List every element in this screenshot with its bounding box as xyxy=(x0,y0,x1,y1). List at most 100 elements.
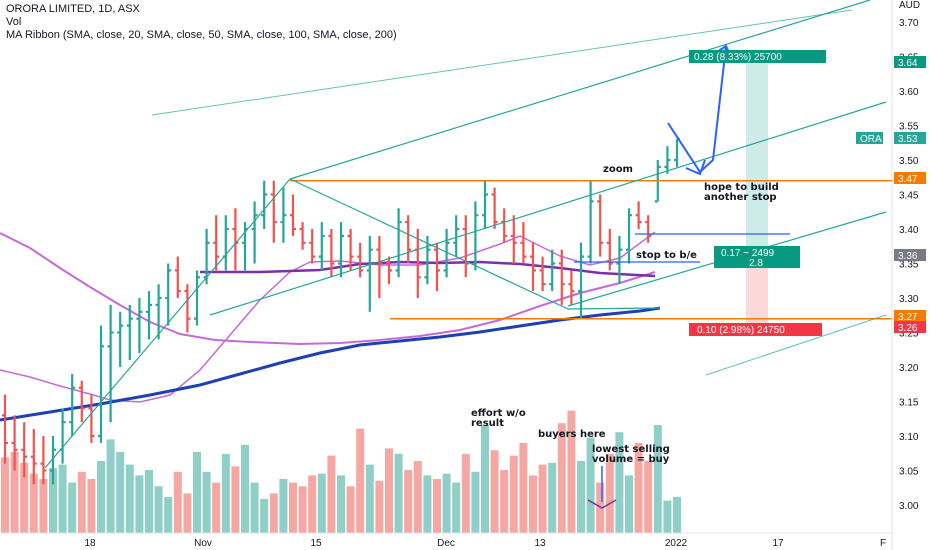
x-tick-label: Dec xyxy=(437,538,455,549)
volume-bar xyxy=(365,464,374,533)
ohlc-bar xyxy=(30,429,37,485)
x-tick-label: 17 xyxy=(772,538,784,549)
ma-200-line xyxy=(0,232,656,346)
volume-bar xyxy=(557,423,566,533)
volume-bar xyxy=(97,461,105,533)
volume-bar xyxy=(337,475,345,533)
volume-bar xyxy=(471,471,480,533)
volume-bar xyxy=(289,482,297,533)
volume-bar xyxy=(87,479,96,533)
ohlc-bar xyxy=(664,146,671,174)
entry-label-1: 0.17 ~ 2499 xyxy=(721,248,775,259)
projection-arrow xyxy=(667,45,727,174)
ohlc-bar xyxy=(453,215,460,257)
ohlc-bar xyxy=(405,215,412,264)
ohlc-bar xyxy=(347,229,354,271)
x-tick-label: 13 xyxy=(534,538,546,549)
stop-box: 0.10 (2.98%) 24750 xyxy=(689,323,822,336)
volume-bar xyxy=(279,479,288,533)
annotation-effort-1: effort w/o xyxy=(471,408,526,419)
ohlc-bar xyxy=(318,222,325,271)
svg-text:3.26: 3.26 xyxy=(898,323,918,334)
volume-bar xyxy=(106,439,115,533)
volume-bar xyxy=(125,464,134,533)
legend-ma-ribbon: MA Ribbon (SMA, close, 20, SMA, close, 5… xyxy=(6,29,397,41)
price-tag-line-top: 3.47 xyxy=(894,172,926,185)
ohlc-bar xyxy=(626,208,632,264)
y-tick-label: 3.25 xyxy=(899,329,919,340)
ohlc-bar xyxy=(290,194,296,236)
volume-bar xyxy=(68,482,77,533)
ohlc-bar xyxy=(386,256,392,285)
annotation-lowest-2: volume = buy xyxy=(592,454,670,465)
annotation-hope-1: hope to build xyxy=(704,182,779,193)
annotation-lowest-1: lowest selling xyxy=(592,444,670,455)
ma-50-line xyxy=(200,260,656,278)
ohlc-bar xyxy=(194,270,200,326)
volume-bar xyxy=(250,482,259,533)
volume-bar xyxy=(538,464,547,533)
ohlc-bar xyxy=(357,242,364,278)
ohlc-bar xyxy=(597,194,604,257)
position-target-zone xyxy=(746,63,768,257)
volume-bar xyxy=(58,464,67,533)
volume-bar xyxy=(260,498,269,533)
x-tick-label: F xyxy=(880,538,886,549)
volume-bar xyxy=(673,497,681,533)
volume-bar xyxy=(20,462,29,533)
ohlc-bar xyxy=(434,242,440,292)
y-tick-label: 3.35 xyxy=(899,260,919,271)
x-tick-label: Nov xyxy=(194,538,212,549)
volume-bar xyxy=(577,461,585,533)
volume-bar xyxy=(298,486,307,533)
ohlc-bar xyxy=(328,229,335,278)
volume-bar xyxy=(433,479,441,533)
volume-bar xyxy=(567,410,576,533)
volume-bar xyxy=(663,500,672,533)
ohlc-bar xyxy=(539,256,546,292)
ohlc-bar xyxy=(11,415,18,471)
volume-bar xyxy=(145,470,153,533)
volume-bar xyxy=(605,453,614,533)
volume-bar xyxy=(308,475,317,533)
annotation-effort-2: result xyxy=(471,418,504,429)
price-tag-target: 3.64 xyxy=(894,56,926,69)
volume-bar xyxy=(529,475,537,533)
ohlc-bar xyxy=(395,208,402,278)
volume-bar xyxy=(452,482,461,533)
y-tick-label: 3.60 xyxy=(899,87,919,98)
ohlc-bar xyxy=(165,263,172,326)
ohlc-bar xyxy=(299,222,306,250)
ohlc-bar xyxy=(520,222,527,264)
price-tag-line-bottom: 3.27 xyxy=(894,310,926,323)
volume-bar xyxy=(586,437,595,533)
volume-bar xyxy=(375,480,384,533)
volume-bar xyxy=(231,466,240,533)
y-tick-label: 3.15 xyxy=(899,398,919,409)
ohlc-bar xyxy=(366,235,373,312)
ohlc-bar xyxy=(2,394,8,464)
volume-bar xyxy=(634,443,643,533)
ohlc-bar xyxy=(155,284,162,340)
ohlc-bar xyxy=(530,242,536,292)
svg-text:3.36: 3.36 xyxy=(898,251,918,262)
volume-bar xyxy=(10,452,19,533)
ma-20-line xyxy=(0,231,656,403)
ohlc-bar xyxy=(136,298,143,354)
entry-box: 0.17 ~ 2499 2.8 xyxy=(714,246,800,269)
svg-text:3.27: 3.27 xyxy=(898,312,918,323)
y-tick-label: 3.05 xyxy=(899,467,919,478)
volume-bar xyxy=(490,450,499,533)
volume-bar xyxy=(39,479,48,533)
annotation-zoom: zoom xyxy=(603,164,633,175)
ohlc-bar xyxy=(270,180,277,243)
channel-middle-line xyxy=(209,101,887,316)
volume-bar xyxy=(327,455,336,533)
pullback-arrowhead xyxy=(685,159,706,176)
ohlc-bar xyxy=(424,235,431,285)
ohlc-bar xyxy=(69,373,76,436)
ohlc-bar xyxy=(482,180,488,229)
ohlc-bar xyxy=(184,284,191,333)
legend-symbol: ORORA LIMITED, 1D, ASX xyxy=(6,3,140,15)
